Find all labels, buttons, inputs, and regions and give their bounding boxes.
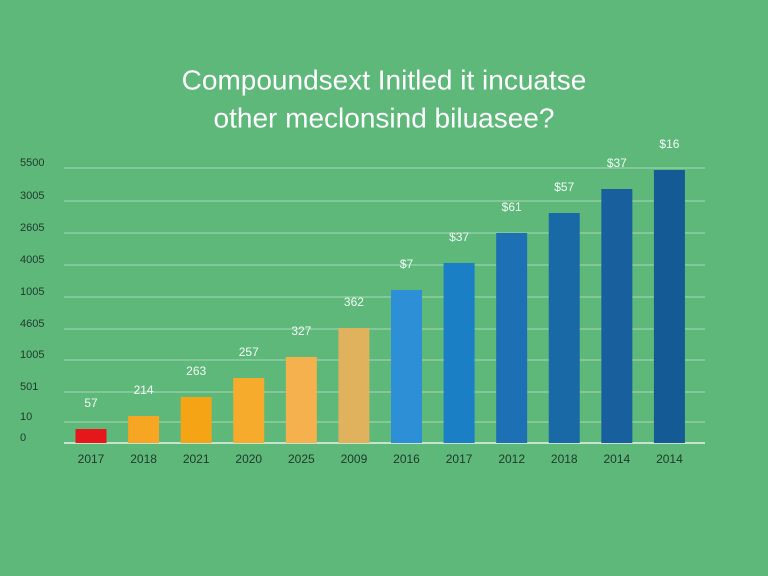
x-tick-label: 2018 bbox=[551, 452, 578, 466]
bar bbox=[285, 357, 317, 443]
bar-label: 327 bbox=[291, 324, 311, 338]
bar-label: $57 bbox=[554, 180, 574, 194]
x-tick-label: 2014 bbox=[603, 452, 630, 466]
bar bbox=[338, 328, 370, 443]
chart-title: Compoundsext Initled it incuatse bbox=[182, 64, 587, 95]
x-tick-label: 2009 bbox=[341, 452, 368, 466]
bar bbox=[233, 378, 265, 443]
x-tick-label: 2017 bbox=[78, 452, 105, 466]
bar-label: $61 bbox=[502, 200, 522, 214]
bar bbox=[443, 263, 475, 443]
x-tick-label: 2014 bbox=[656, 452, 683, 466]
y-tick-label: 0 bbox=[20, 432, 26, 444]
bar-label: 57 bbox=[84, 396, 98, 410]
bar-label: 214 bbox=[134, 383, 154, 397]
y-tick-label: 3005 bbox=[20, 190, 44, 202]
y-tick-label: 2605 bbox=[20, 222, 44, 234]
chart-title: other meclonsind biluasee? bbox=[214, 102, 555, 133]
x-tick-label: 2021 bbox=[183, 452, 210, 466]
bar bbox=[496, 233, 528, 443]
bar bbox=[391, 290, 422, 443]
bar bbox=[75, 429, 107, 443]
bar-label: $37 bbox=[449, 230, 469, 244]
bar bbox=[548, 213, 580, 443]
y-tick-label: 5500 bbox=[20, 157, 44, 169]
x-tick-label: 2016 bbox=[393, 452, 420, 466]
bar bbox=[180, 397, 212, 443]
y-tick-label: 501 bbox=[20, 381, 38, 393]
bar bbox=[601, 189, 633, 443]
x-tick-label: 2020 bbox=[235, 452, 262, 466]
bar bbox=[128, 416, 160, 443]
x-tick-label: 2012 bbox=[498, 452, 525, 466]
y-tick-label: 10 bbox=[20, 411, 32, 423]
x-tick-label: 2025 bbox=[288, 452, 315, 466]
y-tick-label: 4605 bbox=[20, 318, 44, 330]
bar-label: 263 bbox=[186, 364, 206, 378]
bar-label: 257 bbox=[239, 345, 259, 359]
bar-label: 362 bbox=[344, 295, 364, 309]
y-tick-label: 4005 bbox=[20, 254, 44, 266]
y-tick-label: 1005 bbox=[20, 349, 44, 361]
x-tick-label: 2018 bbox=[130, 452, 157, 466]
bar-label: $7 bbox=[400, 257, 414, 271]
x-tick-label: 2017 bbox=[446, 452, 473, 466]
bar-label: $37 bbox=[607, 156, 627, 170]
y-tick-label: 1005 bbox=[20, 286, 44, 298]
bar-label: $16 bbox=[659, 137, 679, 151]
bar bbox=[653, 170, 685, 443]
